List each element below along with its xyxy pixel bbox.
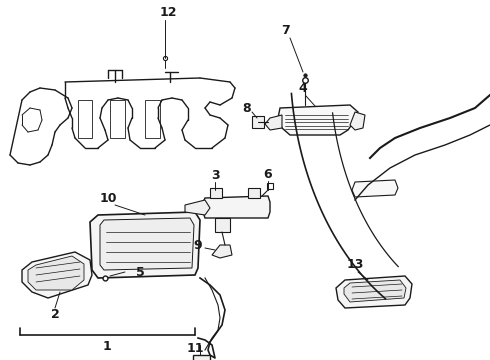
Text: 5: 5 <box>136 266 145 279</box>
Text: 1: 1 <box>102 339 111 352</box>
Polygon shape <box>248 188 260 198</box>
Polygon shape <box>185 200 210 215</box>
Text: 3: 3 <box>211 168 220 181</box>
Text: 6: 6 <box>264 167 272 180</box>
Polygon shape <box>352 180 398 197</box>
Text: 2: 2 <box>50 309 59 321</box>
Polygon shape <box>90 212 200 278</box>
Polygon shape <box>344 280 406 302</box>
Text: 13: 13 <box>346 258 364 271</box>
Text: 12: 12 <box>159 5 177 18</box>
Text: 11: 11 <box>186 342 204 355</box>
Polygon shape <box>212 245 232 258</box>
Polygon shape <box>265 115 282 130</box>
Polygon shape <box>203 196 270 218</box>
Polygon shape <box>336 276 412 308</box>
Polygon shape <box>28 256 84 290</box>
Polygon shape <box>100 218 194 270</box>
Polygon shape <box>350 112 365 130</box>
Polygon shape <box>193 355 210 360</box>
Polygon shape <box>278 105 358 135</box>
Text: 10: 10 <box>99 192 117 204</box>
Text: 4: 4 <box>298 81 307 95</box>
Polygon shape <box>215 218 230 232</box>
Text: 7: 7 <box>281 23 290 36</box>
Text: 9: 9 <box>194 239 202 252</box>
Text: 8: 8 <box>243 102 251 114</box>
Polygon shape <box>252 116 264 128</box>
Polygon shape <box>22 252 92 298</box>
Polygon shape <box>210 188 222 198</box>
